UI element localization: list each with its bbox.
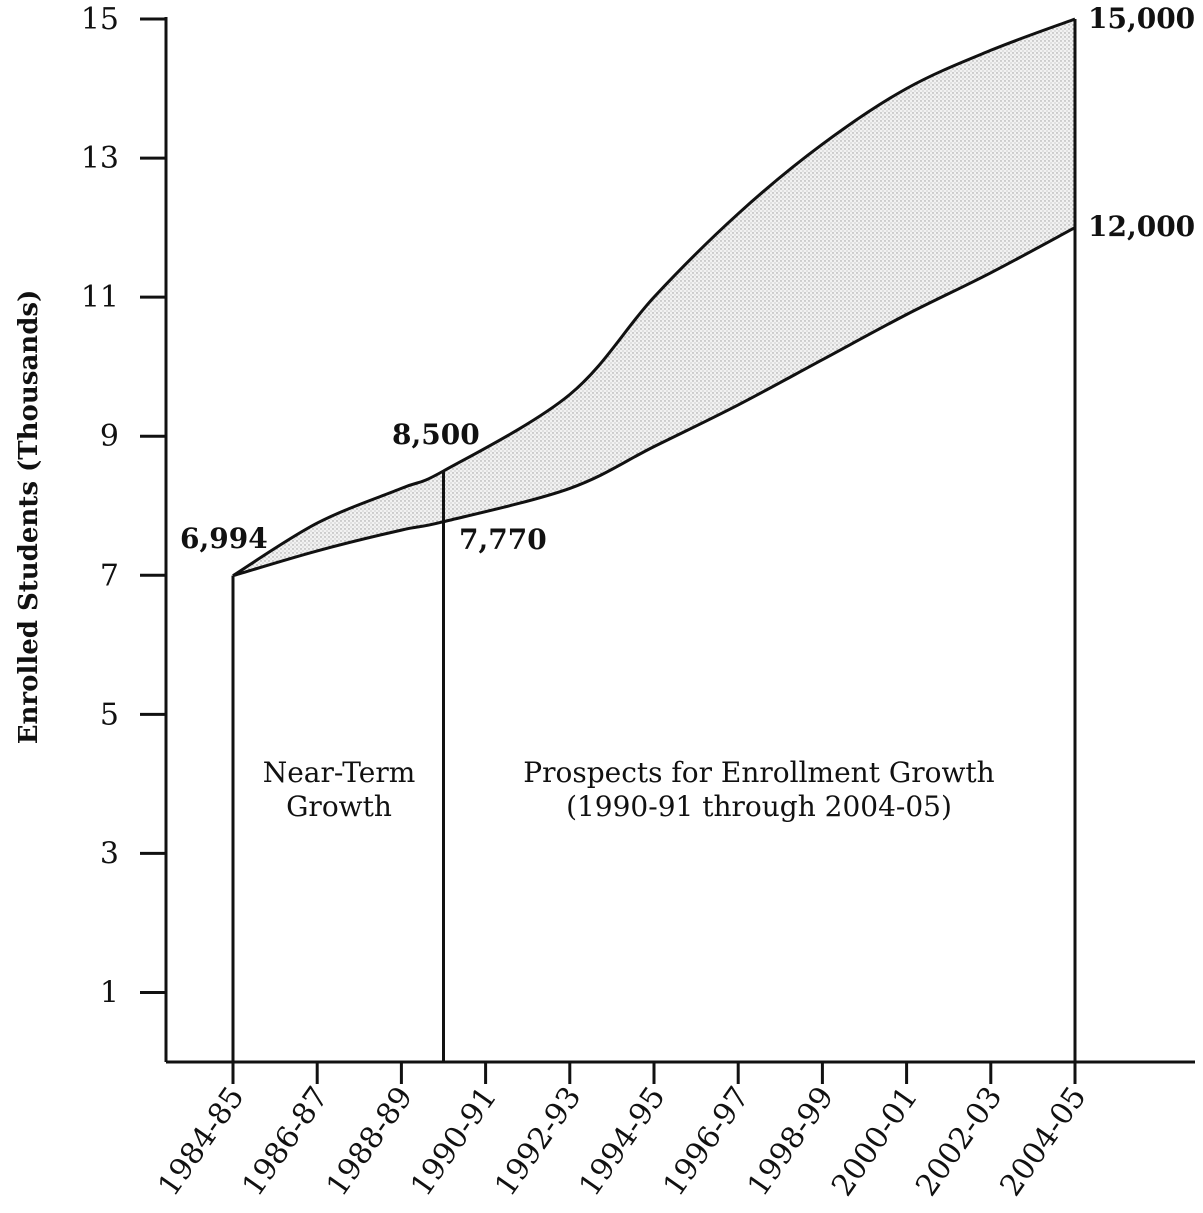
x-axis: 1984-851986-871988-891990-911992-931994-… (151, 1060, 1195, 1203)
period-dividers (231, 19, 1077, 1062)
prospects-label-line2: (1990-91 through 2004-05) (566, 790, 952, 823)
x-tick-label: 2004-05 (993, 1081, 1093, 1203)
value-label-upper-2005: 15,000 (1088, 2, 1195, 35)
y-tick-label: 9 (100, 419, 119, 454)
upper-projection-line (232, 17, 1076, 577)
y-tick-label: 7 (100, 558, 119, 593)
value-label-lower-1990: 7,770 (459, 523, 547, 556)
prospects-label-line1: Prospects for Enrollment Growth (523, 756, 994, 789)
y-tick-label: 11 (81, 280, 119, 315)
near-term-label-line2: Growth (286, 790, 392, 823)
y-tick-label: 13 (81, 141, 119, 176)
lower-projection-line (232, 226, 1076, 578)
y-tick-label: 1 (100, 975, 119, 1010)
value-label-start: 6,994 (180, 522, 268, 555)
near-term-label-line1: Near-Term (263, 756, 416, 789)
value-label-lower-2005: 12,000 (1088, 210, 1195, 243)
value-label-upper-1990: 8,500 (392, 418, 480, 451)
y-tick-label: 15 (81, 2, 119, 37)
y-axis-label: Enrolled Students (Thousands) (14, 290, 44, 745)
y-tick-label: 3 (100, 836, 119, 871)
y-tick-label: 5 (100, 697, 119, 732)
